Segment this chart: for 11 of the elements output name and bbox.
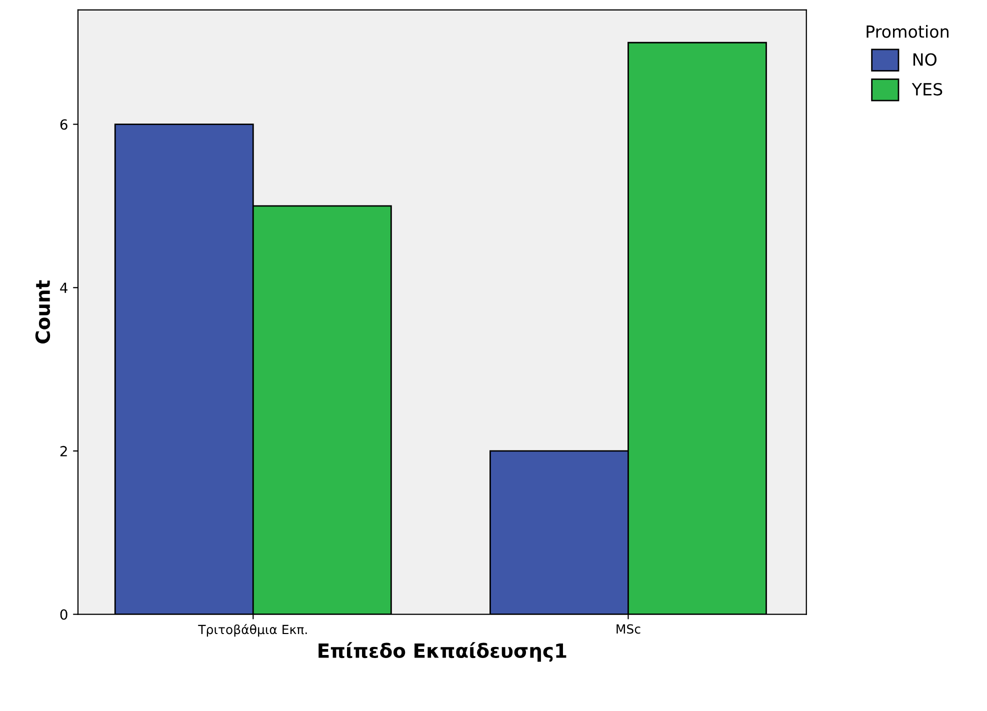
legend-label: YES — [912, 82, 942, 96]
y-tick-label: 2 — [60, 446, 67, 456]
legend-label: NO — [913, 53, 936, 66]
y-tick-label: 4 — [60, 282, 68, 293]
legend-title: Promotion — [866, 24, 948, 38]
x-axis-title: Επίπεδο Εκπαίδευσης1 — [318, 642, 566, 662]
y-axis-title: Count — [35, 280, 50, 344]
x-tick-label: MSc — [616, 624, 640, 634]
x-tick-label: Τριτοβάθμια Εκπ. — [198, 624, 307, 637]
y-tick-label: 0 — [60, 609, 68, 620]
y-tick-label: 6 — [60, 119, 68, 130]
